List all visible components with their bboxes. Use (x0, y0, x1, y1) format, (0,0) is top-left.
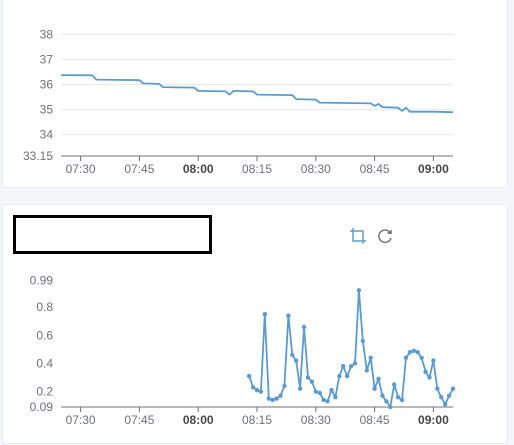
data-point[interactable] (388, 404, 393, 410)
data-point[interactable] (403, 355, 409, 361)
y-tick-label: 37 (40, 53, 54, 67)
data-point[interactable] (246, 373, 252, 379)
data-point[interactable] (337, 373, 342, 379)
x-tick-label: 08:00 (183, 162, 214, 176)
data-point[interactable] (258, 389, 264, 394)
y-tick-label: 0.99 (30, 274, 54, 288)
data-point[interactable] (411, 348, 416, 353)
data-point[interactable] (266, 396, 271, 401)
y-tick-label: 0.8 (36, 300, 53, 314)
data-point[interactable] (368, 355, 373, 361)
x-tick-label: 07:30 (66, 413, 96, 427)
data-point[interactable] (415, 349, 420, 355)
y-tick-label: 36 (40, 78, 54, 92)
data-point[interactable] (325, 399, 330, 404)
data-point[interactable] (309, 379, 315, 384)
data-point[interactable] (356, 288, 362, 293)
data-point[interactable] (384, 399, 389, 404)
data-point[interactable] (435, 386, 440, 391)
data-point[interactable] (344, 373, 350, 379)
data-point[interactable] (341, 364, 346, 369)
top-line-chart: 38 37 36 35 34 33.15 07:30 07:45 08:00 08:15 08:30… (23, 28, 454, 176)
data-point[interactable] (360, 338, 366, 344)
data-point[interactable] (254, 387, 260, 393)
data-point[interactable] (282, 383, 287, 389)
data-point[interactable] (376, 376, 381, 382)
temperature-chart-card: 38 37 36 35 34 33.15 07:30 07:45 08:00 08:15 08:30… (2, 0, 508, 188)
data-point[interactable] (286, 313, 291, 318)
data-point[interactable] (446, 393, 452, 398)
x-tick-label: 09:00 (418, 162, 449, 176)
y-tick-label: 33.15 (23, 149, 53, 163)
y-tick-label: 0.09 (30, 400, 54, 414)
data-point[interactable] (301, 324, 307, 330)
data-point[interactable] (392, 382, 397, 387)
bottom-line-chart: 0.99 0.8 0.6 0.4 0.20.09 07:30 07:45 08:00 08:15… (30, 274, 456, 427)
data-point[interactable] (270, 397, 275, 403)
data-point[interactable] (450, 386, 456, 391)
data-point[interactable] (427, 375, 432, 380)
redacted-title-box (13, 215, 212, 254)
data-point[interactable] (372, 386, 377, 391)
y-tick-label: 38 (40, 28, 54, 42)
data-point[interactable] (348, 364, 354, 369)
data-point[interactable] (321, 397, 326, 403)
data-point[interactable] (423, 369, 428, 375)
refresh-icon[interactable] (376, 227, 394, 245)
x-tick-label: 08:00 (183, 413, 214, 427)
data-point[interactable] (442, 401, 448, 407)
data-point[interactable] (364, 368, 369, 373)
y-tick-label: 35 (40, 103, 54, 117)
y-tick-label: 0.4 (36, 356, 53, 370)
data-point[interactable] (290, 352, 295, 358)
data-point[interactable] (278, 393, 283, 398)
crop-icon[interactable] (349, 227, 367, 245)
series-line (60, 74, 454, 114)
data-point[interactable] (431, 358, 436, 363)
y-tick-label: 0.2 (36, 385, 53, 399)
data-point[interactable] (329, 387, 334, 393)
x-tick-label: 08:45 (360, 413, 390, 427)
series-line (248, 289, 454, 408)
y-tick-label: 0.6 (36, 328, 53, 342)
data-point[interactable] (439, 394, 444, 400)
x-tick-label: 07:45 (124, 162, 154, 176)
x-tick-label: 09:00 (418, 413, 449, 427)
data-point[interactable] (250, 385, 256, 390)
x-tick-label: 08:30 (301, 162, 331, 176)
y-tick-label: 34 (40, 128, 54, 142)
x-tick-label: 08:15 (242, 162, 272, 176)
data-point[interactable] (380, 393, 385, 398)
data-point[interactable] (419, 355, 424, 361)
data-point[interactable] (333, 394, 338, 400)
x-tick-label: 08:30 (301, 413, 331, 427)
x-tick-label: 08:15 (242, 413, 272, 427)
probability-chart-card: 0.99 0.8 0.6 0.4 0.2 0.09 07:30 07:45 08:00 08:15… (2, 204, 508, 444)
data-point[interactable] (317, 390, 322, 396)
data-point[interactable] (352, 361, 358, 366)
x-tick-label: 08:45 (360, 162, 390, 176)
data-point[interactable] (294, 358, 299, 363)
x-tick-label: 07:45 (124, 413, 154, 427)
data-point[interactable] (297, 386, 303, 391)
data-point[interactable] (407, 349, 413, 355)
x-tick-label: 07:30 (66, 162, 96, 176)
data-point[interactable] (399, 397, 405, 403)
data-point[interactable] (262, 312, 268, 317)
data-point[interactable] (274, 396, 279, 401)
data-point[interactable] (305, 375, 311, 380)
data-point[interactable] (395, 394, 401, 400)
data-point[interactable] (313, 389, 318, 394)
